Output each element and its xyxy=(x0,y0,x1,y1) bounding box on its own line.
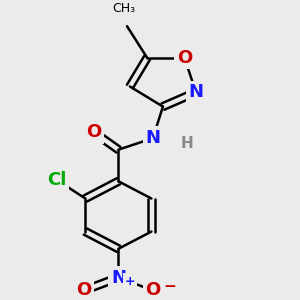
Text: O: O xyxy=(76,281,92,299)
Text: −: − xyxy=(164,279,176,294)
Text: CH₃: CH₃ xyxy=(112,2,136,15)
Text: N: N xyxy=(188,83,203,101)
Text: O: O xyxy=(145,281,160,299)
Text: N: N xyxy=(146,129,160,147)
Text: H: H xyxy=(181,136,194,152)
Text: O: O xyxy=(86,124,102,142)
Text: +: + xyxy=(124,275,135,288)
Text: N: N xyxy=(111,268,126,286)
Text: Cl: Cl xyxy=(47,171,66,189)
Text: O: O xyxy=(177,49,192,67)
